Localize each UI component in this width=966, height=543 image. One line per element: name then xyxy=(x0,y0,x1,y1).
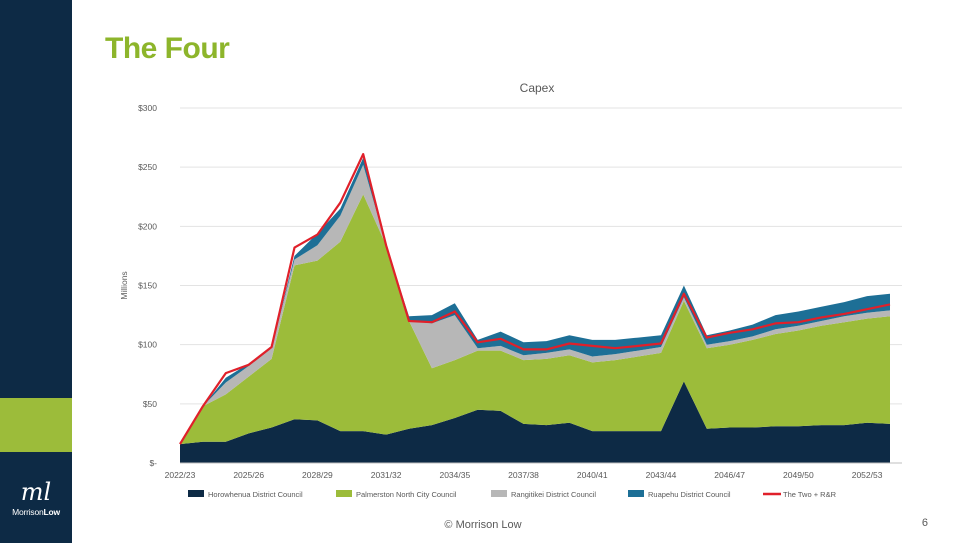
x-tick-label: 2031/32 xyxy=(371,470,402,480)
x-tick-label: 2028/29 xyxy=(302,470,333,480)
y-tick-label: $50 xyxy=(143,399,157,409)
legend-label: Rangitikei District Council xyxy=(511,490,596,499)
y-axis-label: Millions xyxy=(119,271,129,299)
page-number: 6 xyxy=(921,517,928,529)
area-palmerston-north-city-council xyxy=(180,194,890,445)
y-tick-label: $150 xyxy=(138,281,157,291)
x-tick-label: 2040/41 xyxy=(577,470,608,480)
chart-title: Capex xyxy=(520,81,555,95)
legend-label: Ruapehu District Council xyxy=(648,490,731,499)
logo-text-bold: Low xyxy=(43,507,61,517)
x-tick-label: 2052/53 xyxy=(852,470,883,480)
logo-text-regular: Morrison xyxy=(12,507,44,517)
logo-text: MorrisonLow xyxy=(0,507,72,517)
y-tick-label: $200 xyxy=(138,221,157,231)
slide-title: The Four xyxy=(105,32,230,65)
y-tick-label: $- xyxy=(149,458,157,468)
x-tick-label: 2043/44 xyxy=(646,470,677,480)
legend-swatch xyxy=(188,490,204,497)
x-tick-label: 2049/50 xyxy=(783,470,814,480)
x-tick-label: 2022/23 xyxy=(165,470,196,480)
legend-swatch xyxy=(336,490,352,497)
area-horowhenua-district-council xyxy=(180,381,890,463)
x-tick-label: 2034/35 xyxy=(439,470,470,480)
y-tick-label: $100 xyxy=(138,340,157,350)
legend-label: Palmerston North City Council xyxy=(356,490,457,499)
footer-copyright: © Morrison Low xyxy=(444,519,522,531)
y-tick-label: $250 xyxy=(138,162,157,172)
sidebar xyxy=(0,0,72,543)
legend-label: Horowhenua District Council xyxy=(208,490,303,499)
line-the-two-plus-rr xyxy=(179,153,891,445)
legend-label: The Two + R&R xyxy=(783,490,837,499)
x-tick-label: 2025/26 xyxy=(233,470,264,480)
legend-swatch xyxy=(628,490,644,497)
x-tick-label: 2037/38 xyxy=(508,470,539,480)
x-tick-label: 2046/47 xyxy=(714,470,745,480)
logo-mark: ml xyxy=(20,478,52,506)
sidebar-accent-band xyxy=(0,398,72,452)
y-tick-label: $300 xyxy=(138,103,157,113)
legend-swatch xyxy=(491,490,507,497)
morrison-low-logo: ml MorrisonLow xyxy=(0,480,72,517)
